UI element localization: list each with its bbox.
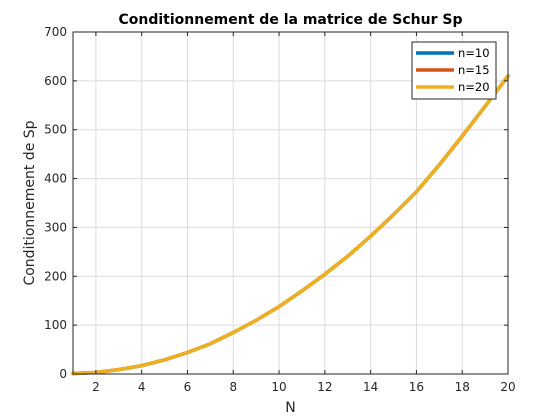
axes-box [72,31,509,375]
x-tick-label: 18 [455,380,470,394]
legend-entry: n=20 [458,80,490,94]
x-tick-label: 16 [409,380,424,394]
x-axis-label: N [285,400,295,416]
x-tick-label: 10 [271,380,286,394]
x-tick-label: 8 [229,380,237,394]
legend-entry: n=15 [458,63,490,77]
y-tick-label: 300 [44,220,67,234]
y-tick-label: 600 [44,74,67,88]
chart-title: Conditionnement de la matrice de Schur S… [118,12,462,28]
x-tick-label: 14 [363,380,378,394]
series-line-n20 [71,74,510,376]
y-tick-label: 700 [44,25,67,39]
y-tick-label: 500 [44,123,67,137]
legend-entry: n=10 [458,46,490,60]
series-lines [71,74,510,376]
x-tick-label: 2 [92,380,100,394]
x-tick-label: 6 [184,380,192,394]
y-tick-label: 400 [44,172,67,186]
y-axis-label: Conditionnement de Sp [22,120,38,285]
legend: n=10 n=15 n=20 [411,41,497,100]
x-tick-label: 4 [138,380,146,394]
x-tick-label: 12 [317,380,332,394]
y-tick-label: 0 [59,367,67,381]
x-tick-label: 20 [500,380,515,394]
y-tick-label: 100 [44,318,67,332]
y-tick-label: 200 [44,269,67,283]
